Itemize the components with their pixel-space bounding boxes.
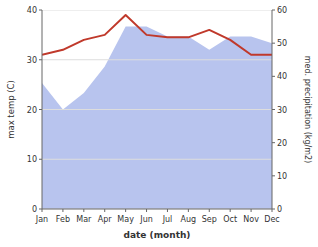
y2-tick-label: 30 [277,106,287,115]
x-tick [230,209,231,212]
y2-tick [272,175,275,176]
x-tick-label: Nov [243,215,259,224]
y2-tick-label: 10 [277,172,287,181]
x-tick-label: Aug [181,215,197,224]
grid-line [42,10,272,11]
x-tick [104,209,105,212]
x-tick [62,209,63,212]
x-tick-label: May [117,215,134,224]
axes: JanFebMarAprMayJunJulAugSepOctNovDec0102… [27,6,287,224]
x-tick-label: Jun [139,215,153,224]
grid-line [42,159,272,160]
y2-tick [272,76,275,77]
y-tick [39,209,42,210]
chart: JanFebMarAprMayJunJulAugSepOctNovDec0102… [0,0,318,247]
marks [42,10,272,209]
area [42,27,272,209]
x-tick [83,209,84,212]
y2-tick-label: 50 [277,39,287,48]
y2-tick-label: 20 [277,139,287,148]
x-tick-label: Oct [223,215,237,224]
y2-tick-label: 0 [277,205,282,214]
y2-axis-label: med. precipitation (kg/m2) [303,56,312,163]
y-tick [39,59,42,60]
x-tick [188,209,189,212]
y2-tick [272,142,275,143]
x-tick-label: Sep [202,215,217,224]
x-tick-label: Jul [162,215,173,224]
y2-tick-label: 40 [277,72,287,81]
y-tick [39,109,42,110]
x-axis-label: date (month) [124,230,191,240]
y2-tick [272,209,275,210]
grid-line [42,209,272,210]
x-tick-label: Feb [56,215,70,224]
grid-line [42,59,272,60]
x-tick [125,209,126,212]
x-tick-label: Apr [98,215,113,224]
y-tick [39,10,42,11]
area-layer [42,27,272,209]
y-tick [39,159,42,160]
x-tick [167,209,168,212]
chart-container: JanFebMarAprMayJunJulAugSepOctNovDec0102… [0,0,318,247]
y-tick-label: 30 [27,56,37,65]
y2-tick [272,109,275,110]
x-tick [251,209,252,212]
y2-tick [272,10,275,11]
x-tick [146,209,147,212]
y-tick-label: 40 [27,6,37,15]
x-tick-label: Mar [76,215,92,224]
y2-tick-label: 60 [277,6,287,15]
x-axis-line [42,209,272,210]
line-layer [42,15,272,55]
line [42,15,272,55]
y-tick-label: 20 [27,106,37,115]
y-tick-label: 10 [27,155,37,164]
grid [42,10,272,209]
x-tick-label: Dec [264,215,279,224]
y-axis-label: max temp (C) [6,80,16,139]
x-tick [209,209,210,212]
grid-line [42,109,272,110]
y2-tick [272,43,275,44]
y-tick-label: 0 [32,205,37,214]
x-tick-label: Jan [35,215,48,224]
